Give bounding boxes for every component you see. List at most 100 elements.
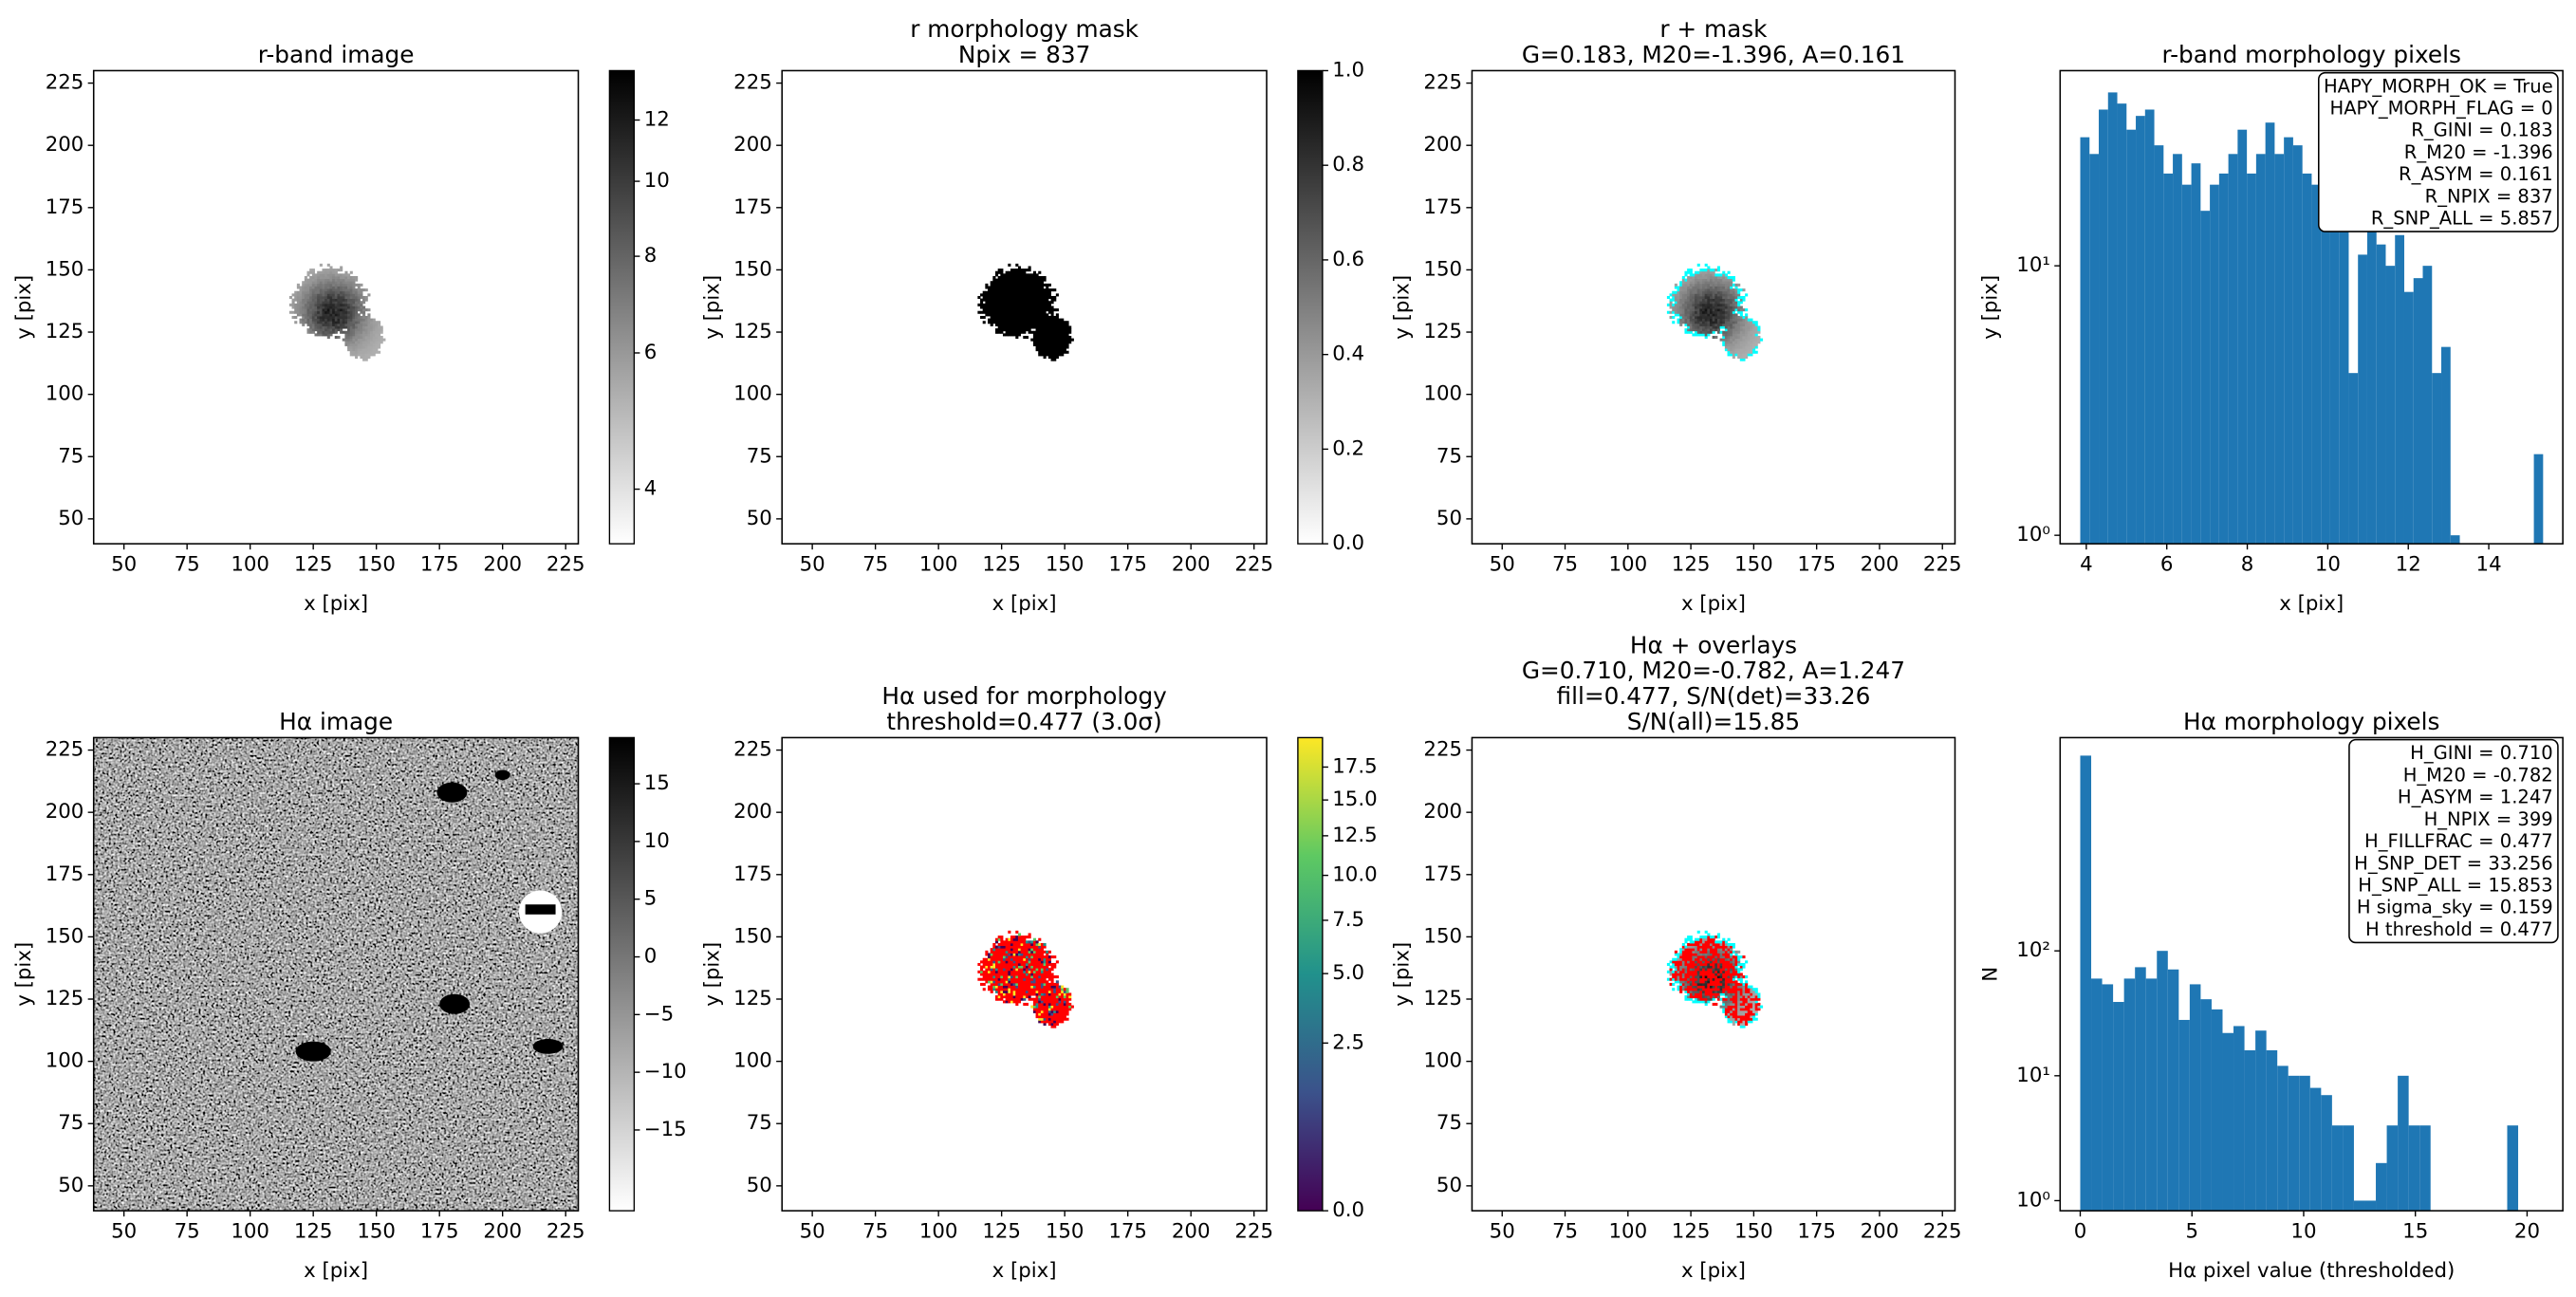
pixel xyxy=(340,301,343,305)
pixel xyxy=(360,345,363,349)
pixel xyxy=(997,936,1001,939)
pixel xyxy=(1745,985,1749,989)
pixel xyxy=(1732,323,1735,326)
pixel xyxy=(1689,328,1693,332)
pixel xyxy=(1724,940,1728,944)
mask-pixel xyxy=(1053,353,1057,357)
pixel xyxy=(1032,973,1037,976)
pixel xyxy=(347,325,351,329)
mask-pixel xyxy=(1053,328,1057,332)
mask-pixel xyxy=(1035,310,1039,314)
pixel xyxy=(1035,1000,1039,1004)
pixel xyxy=(1068,997,1072,1001)
pixel xyxy=(324,301,328,305)
pixel xyxy=(306,328,310,332)
pixel xyxy=(1730,950,1733,954)
mask-pixel xyxy=(1047,330,1051,334)
pixel xyxy=(1742,355,1746,360)
pixel xyxy=(1712,968,1715,972)
pixel xyxy=(370,345,374,349)
mask-pixel xyxy=(1053,315,1057,320)
pixel xyxy=(362,345,366,349)
pixel xyxy=(347,343,351,346)
mask-pixel xyxy=(995,306,999,309)
pixel xyxy=(355,353,359,357)
pixel xyxy=(1038,962,1042,967)
pixel xyxy=(1692,325,1696,329)
pixel xyxy=(982,960,986,964)
mask-pixel xyxy=(1047,355,1051,360)
mask-pixel xyxy=(1017,330,1022,334)
pixel xyxy=(306,323,310,326)
pixel xyxy=(1722,330,1726,334)
pixel xyxy=(1724,310,1728,314)
plot-area xyxy=(1666,930,1764,1028)
pixel xyxy=(1696,985,1700,989)
pixel xyxy=(1742,1012,1746,1016)
pixel xyxy=(1017,988,1022,991)
pixel xyxy=(1687,965,1691,969)
pixel xyxy=(1689,308,1693,312)
mask-pixel xyxy=(1038,295,1042,300)
mask-pixel xyxy=(1038,283,1042,287)
pixel xyxy=(1750,318,1753,322)
pixel xyxy=(342,310,345,314)
pixel xyxy=(1684,318,1688,322)
pixel xyxy=(1063,988,1066,991)
pixel xyxy=(1712,275,1715,280)
pixel xyxy=(1008,940,1011,944)
pixel xyxy=(1696,980,1700,984)
pixel xyxy=(329,273,333,277)
pixel xyxy=(1716,301,1721,305)
pixel xyxy=(1689,313,1693,317)
pixel xyxy=(1704,937,1708,941)
pixel xyxy=(1023,942,1027,947)
pixel xyxy=(990,962,993,967)
pixel xyxy=(1032,948,1037,952)
pixel xyxy=(1687,301,1691,305)
pixel xyxy=(1032,1005,1037,1009)
mask-pixel xyxy=(985,313,989,317)
mask-pixel xyxy=(1043,343,1047,346)
pixel xyxy=(1046,985,1049,989)
pixel xyxy=(1737,977,1741,981)
pixel xyxy=(299,298,303,302)
pixel xyxy=(360,353,363,357)
pixel xyxy=(1005,965,1009,969)
mask-pixel xyxy=(997,313,1001,317)
mask-pixel xyxy=(1028,330,1031,334)
pixel xyxy=(1696,997,1700,1001)
pixel xyxy=(988,965,991,969)
pixel xyxy=(1015,973,1019,976)
pixel xyxy=(1040,973,1044,976)
pixel xyxy=(347,335,351,340)
pixel xyxy=(1745,988,1749,991)
pixel xyxy=(1040,997,1044,1001)
pixel xyxy=(349,345,353,349)
y-tick-label: 175 xyxy=(1423,195,1462,219)
pixel xyxy=(1046,1010,1049,1013)
pixel xyxy=(364,315,368,320)
mask-pixel xyxy=(1023,293,1027,297)
pixel xyxy=(1030,997,1034,1001)
mask-pixel xyxy=(1023,325,1027,329)
mask-pixel xyxy=(982,308,986,312)
pixel xyxy=(357,286,361,289)
pixel xyxy=(347,290,351,294)
mask-pixel xyxy=(985,283,989,287)
pixel xyxy=(1047,977,1051,981)
pixel xyxy=(1687,936,1691,939)
pixel xyxy=(1679,982,1683,987)
mask-pixel xyxy=(1000,273,1004,277)
pixel xyxy=(1732,1020,1735,1024)
pixel xyxy=(1724,957,1728,961)
pixel xyxy=(1695,985,1698,989)
pixel xyxy=(355,315,359,320)
mask-pixel xyxy=(1002,286,1007,289)
mask-pixel xyxy=(1046,286,1049,289)
pixel xyxy=(357,321,361,324)
pixel xyxy=(319,278,323,282)
mask-pixel xyxy=(1002,306,1007,309)
pixel xyxy=(1727,960,1731,964)
mask-pixel xyxy=(1040,325,1044,329)
